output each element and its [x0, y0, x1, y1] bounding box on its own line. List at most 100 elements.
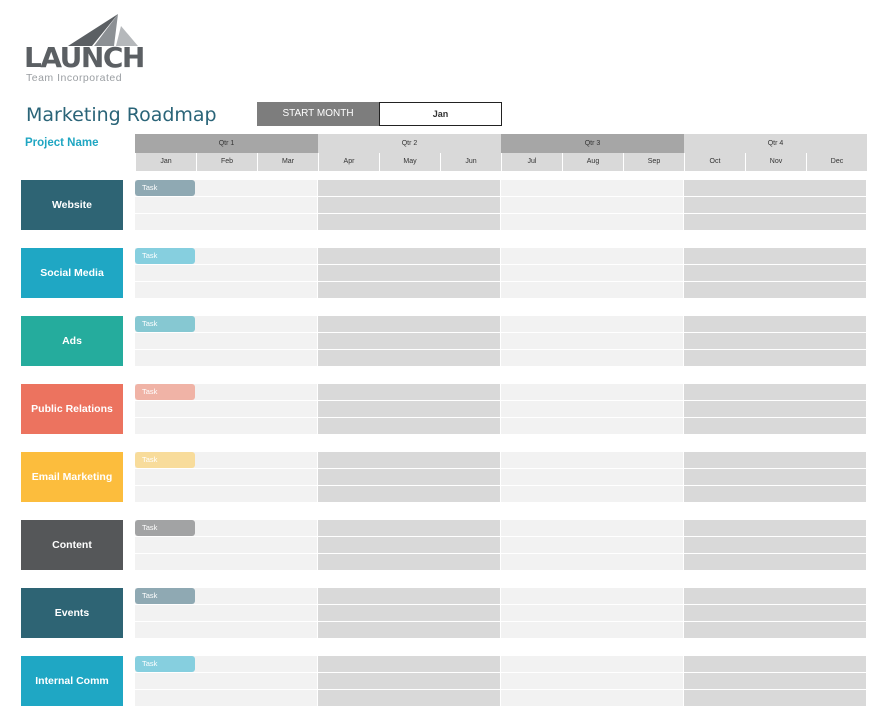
timeline-cell[interactable]: [318, 282, 501, 299]
task-bar[interactable]: Task: [135, 384, 195, 400]
timeline-cell[interactable]: [318, 384, 501, 401]
timeline-cell[interactable]: [684, 265, 867, 282]
timeline-cell[interactable]: [684, 554, 867, 571]
timeline-cell[interactable]: [318, 214, 501, 231]
task-bar[interactable]: Task: [135, 520, 195, 536]
timeline-cell[interactable]: [501, 537, 684, 554]
timeline-cell[interactable]: [135, 486, 318, 503]
timeline-cell[interactable]: [135, 197, 318, 214]
timeline-cell[interactable]: [684, 673, 867, 690]
timeline-cell[interactable]: [684, 316, 867, 333]
task-bar[interactable]: Task: [135, 248, 195, 264]
timeline-cell[interactable]: [318, 401, 501, 418]
start-month-input[interactable]: Jan: [379, 102, 502, 126]
timeline-cell[interactable]: [501, 265, 684, 282]
task-bar[interactable]: Task: [135, 180, 195, 196]
category-label[interactable]: Internal Comm: [21, 656, 123, 706]
timeline-cell[interactable]: [318, 537, 501, 554]
category-label[interactable]: Email Marketing: [21, 452, 123, 502]
timeline-cell[interactable]: [135, 350, 318, 367]
timeline-cell[interactable]: [684, 401, 867, 418]
timeline-cell[interactable]: [501, 180, 684, 197]
timeline-cell[interactable]: [684, 622, 867, 639]
timeline-cell[interactable]: [318, 350, 501, 367]
timeline-cell[interactable]: [501, 333, 684, 350]
timeline-cell[interactable]: [684, 520, 867, 537]
timeline-cell[interactable]: [501, 384, 684, 401]
timeline-cell[interactable]: [501, 282, 684, 299]
category-label[interactable]: Website: [21, 180, 123, 230]
timeline-cell[interactable]: [318, 605, 501, 622]
timeline-cell[interactable]: [684, 452, 867, 469]
timeline-cell[interactable]: [318, 673, 501, 690]
task-bar[interactable]: Task: [135, 656, 195, 672]
category-label[interactable]: Ads: [21, 316, 123, 366]
timeline-cell[interactable]: [684, 282, 867, 299]
timeline-cell[interactable]: [684, 605, 867, 622]
timeline-cell[interactable]: [318, 469, 501, 486]
timeline-cell[interactable]: [501, 588, 684, 605]
category-label[interactable]: Content: [21, 520, 123, 570]
timeline-cell[interactable]: [684, 180, 867, 197]
timeline-cell[interactable]: [501, 452, 684, 469]
task-bar[interactable]: Task: [135, 452, 195, 468]
timeline-cell[interactable]: [318, 520, 501, 537]
timeline-cell[interactable]: [135, 537, 318, 554]
timeline-cell[interactable]: [318, 690, 501, 707]
timeline-cell[interactable]: [684, 690, 867, 707]
timeline-cell[interactable]: [318, 418, 501, 435]
project-name-label[interactable]: Project Name: [25, 137, 99, 149]
timeline-cell[interactable]: [684, 350, 867, 367]
timeline-cell[interactable]: [501, 673, 684, 690]
timeline-cell[interactable]: [501, 690, 684, 707]
timeline-cell[interactable]: [684, 588, 867, 605]
timeline-cell[interactable]: [501, 248, 684, 265]
timeline-cell[interactable]: [501, 520, 684, 537]
timeline-cell[interactable]: [318, 486, 501, 503]
timeline-cell[interactable]: [135, 469, 318, 486]
timeline-cell[interactable]: [684, 333, 867, 350]
category-label[interactable]: Social Media: [21, 248, 123, 298]
timeline-cell[interactable]: [135, 673, 318, 690]
timeline-cell[interactable]: [501, 197, 684, 214]
task-bar[interactable]: Task: [135, 316, 195, 332]
task-bar[interactable]: Task: [135, 588, 195, 604]
timeline-cell[interactable]: [501, 605, 684, 622]
timeline-cell[interactable]: [135, 265, 318, 282]
timeline-cell[interactable]: [318, 316, 501, 333]
timeline-cell[interactable]: [684, 197, 867, 214]
timeline-cell[interactable]: [684, 248, 867, 265]
timeline-cell[interactable]: [501, 554, 684, 571]
timeline-cell[interactable]: [318, 180, 501, 197]
timeline-cell[interactable]: [684, 486, 867, 503]
timeline-cell[interactable]: [501, 656, 684, 673]
timeline-cell[interactable]: [135, 214, 318, 231]
timeline-cell[interactable]: [684, 384, 867, 401]
timeline-cell[interactable]: [135, 418, 318, 435]
timeline-cell[interactable]: [501, 214, 684, 231]
timeline-cell[interactable]: [318, 265, 501, 282]
timeline-cell[interactable]: [135, 282, 318, 299]
timeline-cell[interactable]: [318, 554, 501, 571]
timeline-cell[interactable]: [501, 622, 684, 639]
timeline-cell[interactable]: [684, 418, 867, 435]
timeline-cell[interactable]: [501, 350, 684, 367]
category-label[interactable]: Public Relations: [21, 384, 123, 434]
timeline-cell[interactable]: [501, 316, 684, 333]
timeline-cell[interactable]: [684, 469, 867, 486]
timeline-cell[interactable]: [135, 554, 318, 571]
timeline-cell[interactable]: [501, 469, 684, 486]
timeline-cell[interactable]: [501, 486, 684, 503]
timeline-cell[interactable]: [684, 537, 867, 554]
category-label[interactable]: Events: [21, 588, 123, 638]
timeline-cell[interactable]: [684, 214, 867, 231]
timeline-cell[interactable]: [501, 418, 684, 435]
timeline-cell[interactable]: [318, 452, 501, 469]
timeline-cell[interactable]: [318, 248, 501, 265]
timeline-cell[interactable]: [135, 401, 318, 418]
timeline-cell[interactable]: [318, 622, 501, 639]
timeline-cell[interactable]: [135, 333, 318, 350]
timeline-cell[interactable]: [318, 333, 501, 350]
timeline-cell[interactable]: [318, 656, 501, 673]
timeline-cell[interactable]: [684, 656, 867, 673]
